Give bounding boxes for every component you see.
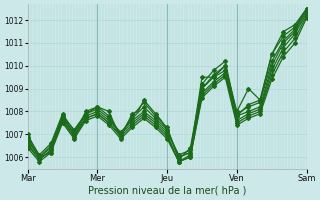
X-axis label: Pression niveau de la mer( hPa ): Pression niveau de la mer( hPa ) (88, 186, 246, 196)
